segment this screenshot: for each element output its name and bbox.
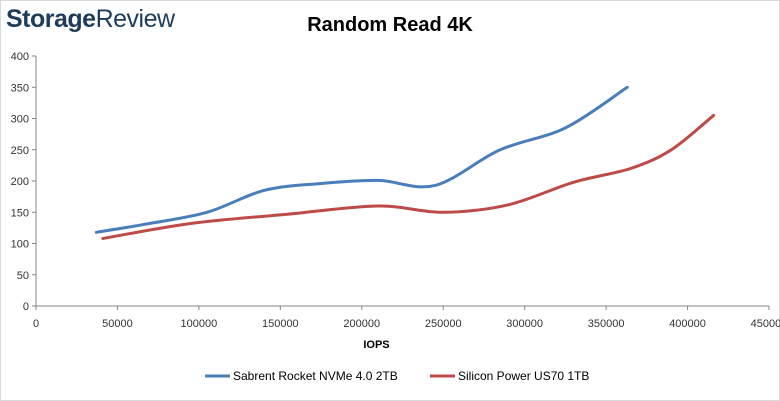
y-tick-label: 250 [11,145,29,157]
x-tick-label: 400000 [669,318,706,330]
y-tick-label: 350 [11,82,29,94]
storagereview-logo: StorageReview [6,5,175,33]
x-tick-label: 450000 [751,318,780,330]
legend-label-1: Sabrent Rocket NVMe 4.0 2TB [233,369,398,383]
y-tick-label: 200 [11,176,29,188]
series-line-1 [94,85,629,234]
y-tick-label: 400 [11,51,29,63]
legend-label-2: Silicon Power US70 1TB [458,369,589,383]
y-tick-label: 100 [11,239,29,251]
y-tick-label: 0 [23,301,29,313]
x-tick-label: 0 [33,318,39,330]
y-tick-label: 50 [17,270,29,282]
x-tick-label: 250000 [425,318,462,330]
x-tick-label: 300000 [506,318,543,330]
x-tick-label: 150000 [262,318,299,330]
x-tick-label: 100000 [181,318,218,330]
x-tick-label: 50000 [102,318,133,330]
x-axis-title: IOPS [363,339,389,351]
y-tick-label: 150 [11,207,29,219]
x-tick-label: 200000 [343,318,380,330]
y-tick-label: 300 [11,114,29,126]
x-tick-label: 350000 [588,318,625,330]
series-line-2 [101,113,716,240]
chart-title: Random Read 4K [307,14,473,36]
